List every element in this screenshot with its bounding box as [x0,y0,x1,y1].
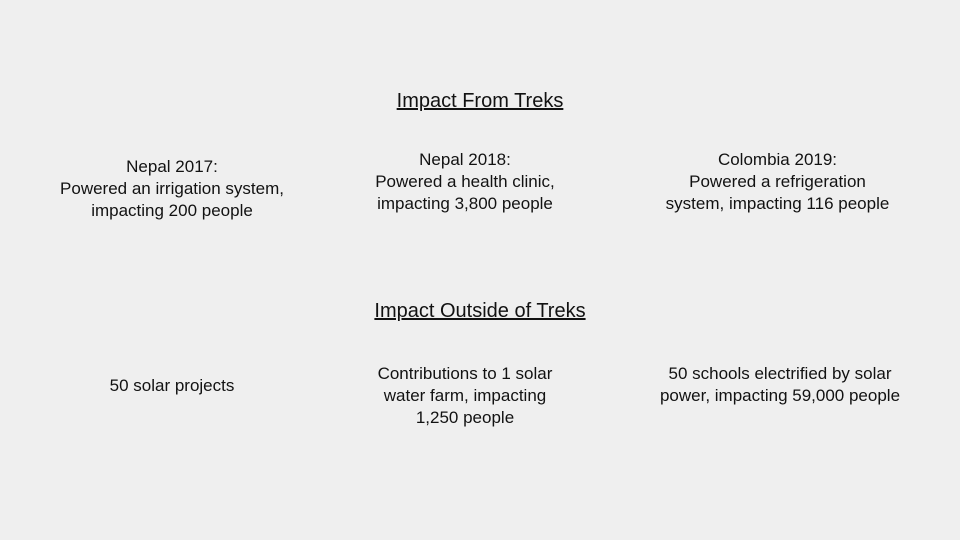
text-line: impacting 3,800 people [377,194,553,213]
text-line: 50 schools electrified by solar [668,364,892,383]
textblock-solar-projects: 50 solar projects [22,375,322,397]
section-title-impact-from-treks: Impact From Treks [396,90,564,112]
text-line: water farm, impacting [383,386,547,405]
text-line: Powered an irrigation system, [60,179,284,198]
textblock-nepal-2018: Nepal 2018: Powered a health clinic, imp… [345,149,585,215]
text-line: power, impacting 59,000 people [659,386,901,405]
text-line: Nepal 2018: [419,150,511,169]
text-line: Powered a refrigeration [689,172,866,191]
textblock-schools-electrified: 50 schools electrified by solar power, i… [640,363,920,407]
text-line: 1,250 people [415,408,515,427]
section-title-impact-outside-of-treks: Impact Outside of Treks [374,300,586,322]
text-line: Nepal 2017: [126,157,218,176]
textblock-colombia-2019: Colombia 2019: Powered a refrigeration s… [645,149,910,215]
text-line: impacting 200 people [91,201,253,220]
textblock-solar-water-farm: Contributions to 1 solar water farm, imp… [345,363,585,429]
textblock-nepal-2017: Nepal 2017: Powered an irrigation system… [22,156,322,222]
text-line: system, impacting 116 people [665,194,890,213]
text-line: Colombia 2019: [717,150,838,169]
text-line: Powered a health clinic, [375,172,555,191]
text-line: Contributions to 1 solar [377,364,553,383]
text-line: 50 solar projects [109,376,235,395]
